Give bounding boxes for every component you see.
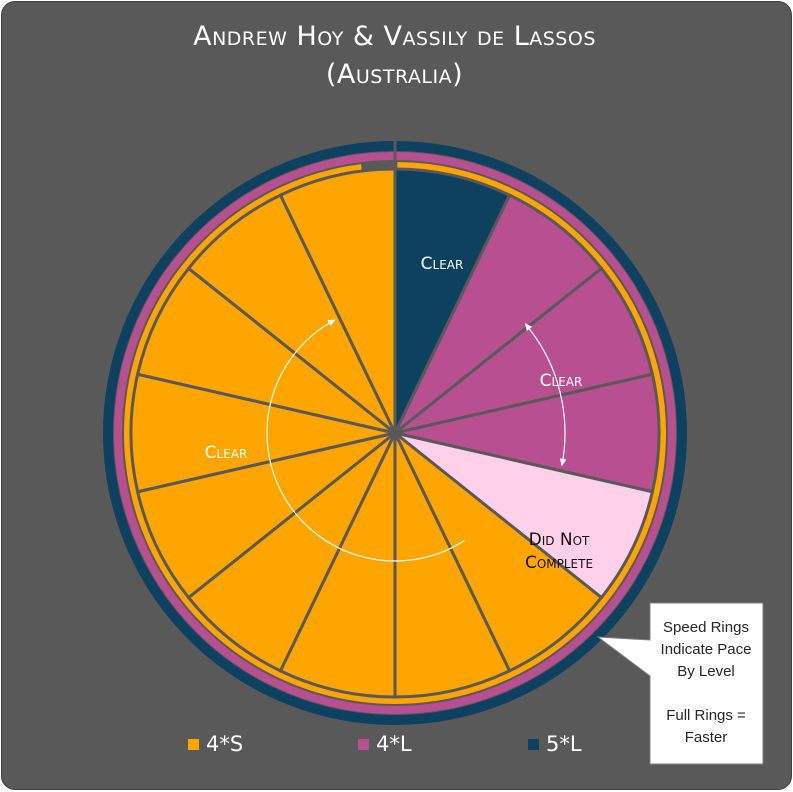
legend-item-4l: 4*L bbox=[358, 732, 412, 756]
label-clear-4s: Clear bbox=[205, 443, 248, 463]
legend-label-5l: 5*L bbox=[546, 732, 582, 756]
chart-title-line1: Andrew Hoy & Vassily de Lassos bbox=[193, 21, 596, 52]
label-clear-5l: Clear bbox=[421, 254, 464, 274]
note-line4: Full Rings = bbox=[666, 707, 746, 724]
pie-slice-7-4s bbox=[393, 431, 512, 699]
note-line2: Indicate Pace bbox=[660, 641, 752, 658]
chart-title: Andrew Hoy & Vassily de Lassos (Australi… bbox=[0, 18, 789, 94]
slice-labels: Clear Clear Clear Did Not Complete bbox=[205, 254, 593, 573]
label-clear-4l: Clear bbox=[540, 371, 583, 391]
chart-title-line2: (Australia) bbox=[325, 59, 464, 90]
pie-slice-11-4s bbox=[129, 372, 397, 494]
speed-rings-note: Speed Rings Indicate Pace By Level Full … bbox=[650, 603, 762, 763]
speed-rings bbox=[103, 140, 687, 725]
pie-slice-5-4l bbox=[393, 431, 654, 600]
arrow-4l-icon bbox=[524, 323, 564, 404]
pie-slice-4-4l bbox=[393, 372, 661, 494]
pie-slice-9-4s bbox=[187, 431, 397, 673]
note-line3: By Level bbox=[677, 663, 735, 680]
pie-slice-6-4s bbox=[393, 431, 603, 673]
pie-slice-14-4s bbox=[278, 167, 397, 435]
note-line1: Speed Rings bbox=[663, 619, 749, 636]
legend-swatch-5l bbox=[528, 738, 539, 750]
legend-item-5l: 5*L bbox=[528, 732, 582, 756]
legend-item-4s: 4*S bbox=[188, 732, 243, 756]
note-line5: Faster bbox=[684, 729, 728, 746]
pie-slice-10-4s bbox=[136, 431, 397, 600]
pie-slice-3-4l bbox=[393, 266, 654, 435]
direction-arrows bbox=[266, 319, 567, 562]
pie-slice-13-4s bbox=[187, 193, 397, 435]
speed-ring-4s bbox=[124, 162, 666, 704]
pie-slice-2-4l bbox=[393, 193, 603, 435]
arrow-4s-icon bbox=[266, 319, 466, 562]
pie-slice-12-4s bbox=[136, 266, 397, 435]
pie-slice-8-4s bbox=[278, 431, 397, 699]
legend-label-4l: 4*L bbox=[376, 732, 412, 756]
pie-slices bbox=[129, 167, 661, 699]
label-did-not-complete-line2: Complete bbox=[525, 553, 593, 573]
callout-box bbox=[596, 602, 764, 765]
legend-swatch-4l bbox=[358, 738, 369, 750]
label-did-not-complete-line1: Did Not bbox=[529, 530, 590, 550]
legend-label-4s: 4*S bbox=[206, 732, 244, 756]
legend-swatch-4s bbox=[188, 738, 199, 750]
arrow-4l-end-icon bbox=[559, 403, 567, 467]
pie-slice-1-5l bbox=[393, 167, 512, 435]
